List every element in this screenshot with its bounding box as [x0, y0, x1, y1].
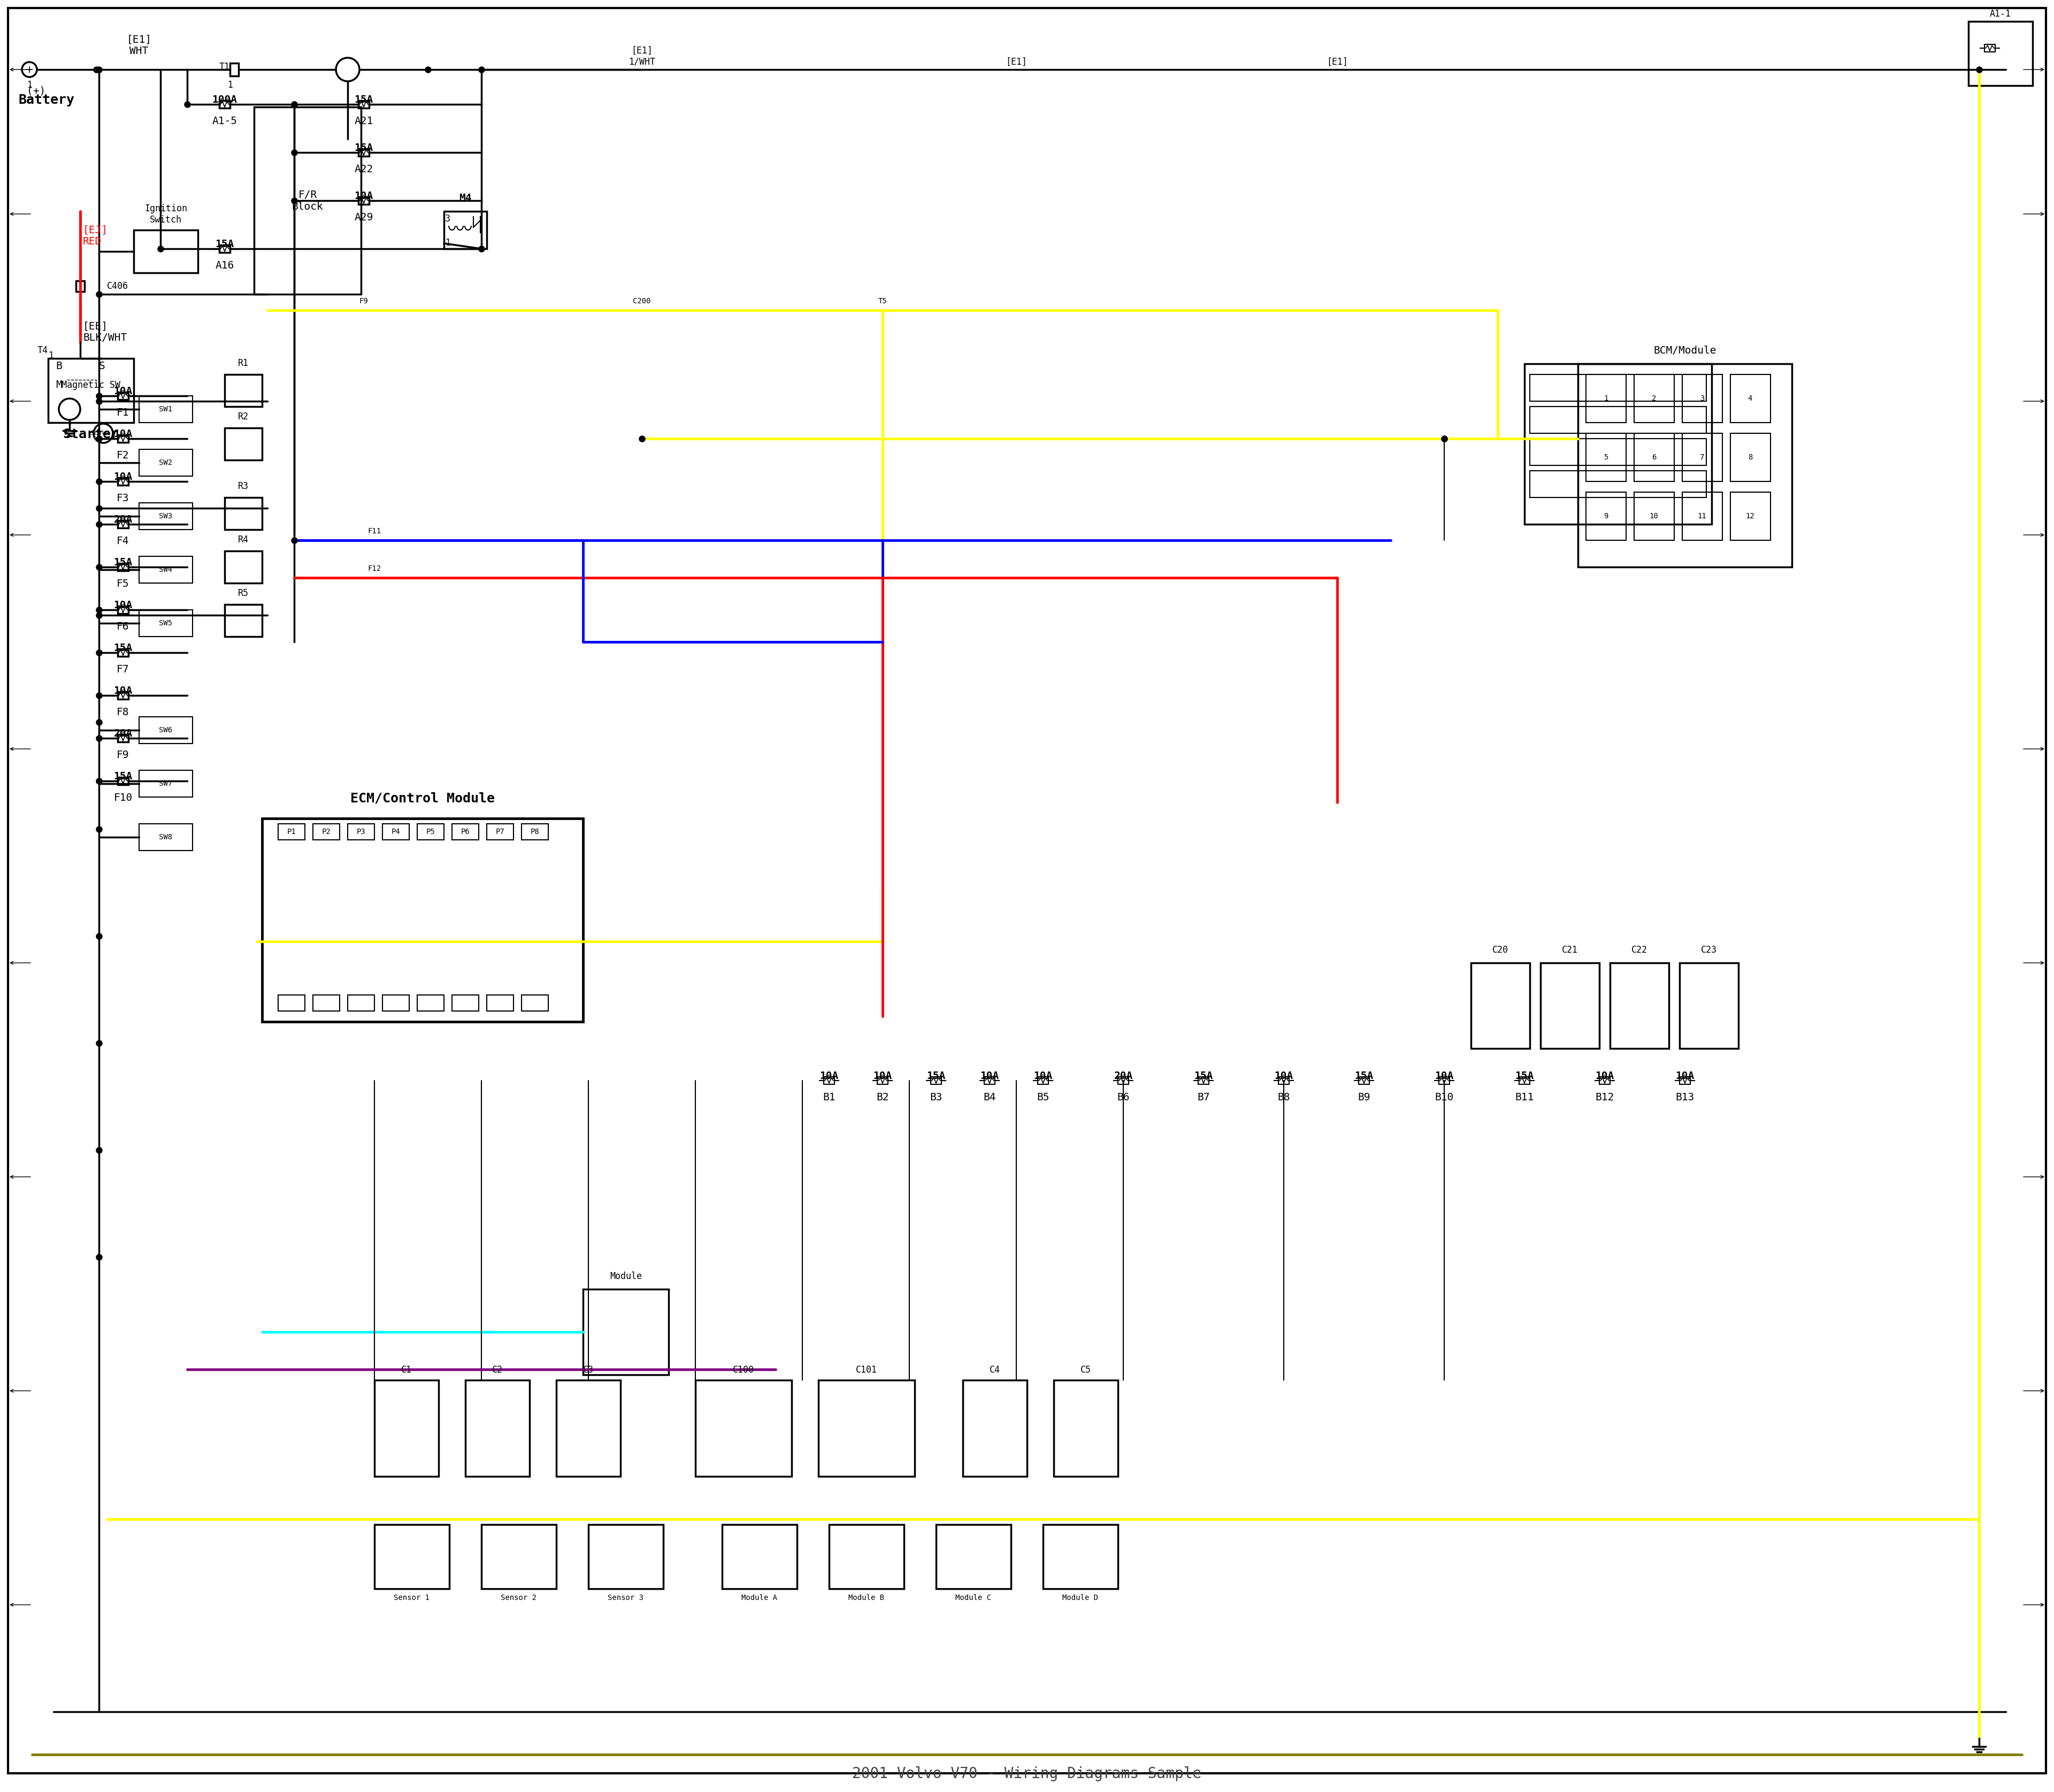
Text: C20: C20 [1493, 944, 1508, 955]
Bar [312, 995, 339, 1011]
Text: 15A: 15A [216, 238, 234, 249]
Text: Module A: Module A [741, 1595, 778, 1602]
Text: 2001 Volvo V70 - Wiring Diagrams Sample: 2001 Volvo V70 - Wiring Diagrams Sample [852, 1767, 1202, 1781]
Text: F5: F5 [117, 579, 129, 590]
Text: [E1]
1/WHT: [E1] 1/WHT [629, 47, 655, 66]
Text: P6: P6 [460, 828, 470, 835]
Text: C3: C3 [583, 1366, 594, 1374]
Text: B2: B2 [877, 1093, 889, 1102]
Bar [277, 995, 304, 1011]
Text: 10A: 10A [980, 1072, 998, 1081]
Text: Module D: Module D [1062, 1595, 1099, 1602]
Text: [E1]: [E1] [1006, 57, 1027, 66]
Bar [930, 1077, 941, 1084]
Text: [E1]: [E1] [1327, 57, 1347, 66]
Text: 10A: 10A [113, 686, 131, 695]
Text: P7: P7 [495, 828, 505, 835]
Bar [140, 396, 193, 423]
Text: B12: B12 [1596, 1093, 1614, 1102]
Text: B10: B10 [1436, 1093, 1454, 1102]
Text: 15A: 15A [1516, 1072, 1534, 1081]
Bar [1530, 407, 1707, 434]
Bar [47, 358, 134, 423]
Bar [1682, 434, 1723, 482]
Bar [1635, 493, 1674, 539]
Bar [140, 609, 193, 636]
Text: 100A: 100A [212, 95, 236, 106]
Bar [1586, 434, 1627, 482]
Text: C1: C1 [401, 1366, 413, 1374]
Bar [1054, 1380, 1117, 1477]
Text: 10: 10 [1649, 513, 1658, 520]
Text: 10A: 10A [1273, 1072, 1294, 1081]
Text: C5: C5 [1080, 1366, 1091, 1374]
Bar [357, 197, 370, 204]
Text: C406: C406 [107, 281, 127, 290]
Text: (+): (+) [27, 86, 45, 95]
Bar [1682, 493, 1723, 539]
Bar [117, 735, 127, 742]
Text: A22: A22 [353, 165, 374, 174]
Bar [134, 229, 197, 272]
Text: 10A: 10A [1676, 1072, 1695, 1081]
Bar [522, 995, 548, 1011]
Text: Module C: Module C [955, 1595, 992, 1602]
Text: 10A: 10A [1596, 1072, 1614, 1081]
Text: R1: R1 [238, 358, 249, 367]
Bar [140, 556, 193, 582]
Bar [1586, 375, 1627, 423]
Bar [357, 149, 370, 156]
Bar [877, 1077, 887, 1084]
Text: B5: B5 [1037, 1093, 1050, 1102]
Bar [224, 498, 263, 530]
Bar [1278, 1077, 1290, 1084]
Text: [EJ]
RED: [EJ] RED [82, 224, 109, 247]
Bar [140, 504, 193, 530]
Text: SW8: SW8 [158, 833, 173, 840]
Bar [1586, 493, 1627, 539]
Text: P5: P5 [425, 828, 435, 835]
Text: 15A: 15A [926, 1072, 945, 1081]
Bar [1037, 1077, 1048, 1084]
Text: 1: 1 [446, 238, 450, 247]
Bar [117, 392, 127, 400]
Bar [452, 824, 479, 840]
Bar [1524, 364, 1711, 525]
Text: R2: R2 [238, 412, 249, 421]
Bar [224, 428, 263, 461]
Bar [1682, 375, 1723, 423]
Bar [817, 1380, 914, 1477]
Bar [220, 246, 230, 253]
Text: F2: F2 [117, 450, 129, 461]
Bar [452, 995, 479, 1011]
Text: 15A: 15A [113, 771, 131, 781]
Text: F9: F9 [117, 751, 129, 760]
Bar [374, 1380, 440, 1477]
Text: 20A: 20A [1113, 1072, 1132, 1081]
Text: C2: C2 [493, 1366, 503, 1374]
Text: 10A: 10A [113, 600, 131, 611]
Bar [117, 563, 127, 572]
Bar [382, 995, 409, 1011]
Text: P4: P4 [392, 828, 401, 835]
Text: B1: B1 [824, 1093, 836, 1102]
Text: Sensor 1: Sensor 1 [394, 1595, 429, 1602]
Bar [117, 520, 127, 529]
Text: 10A: 10A [873, 1072, 891, 1081]
Bar [220, 100, 230, 108]
Text: 15A: 15A [353, 95, 374, 106]
Text: C100: C100 [733, 1366, 754, 1374]
Bar [140, 450, 193, 477]
Bar [140, 717, 193, 744]
Text: SW2: SW2 [158, 459, 173, 466]
Bar [312, 824, 339, 840]
Bar [117, 778, 127, 785]
Text: 10A: 10A [1436, 1072, 1454, 1081]
Bar [1471, 962, 1530, 1048]
Text: SW6: SW6 [158, 726, 173, 735]
Text: A21: A21 [353, 116, 374, 125]
Bar [277, 824, 304, 840]
Bar [487, 824, 514, 840]
Bar [117, 435, 127, 443]
Text: B11: B11 [1516, 1093, 1534, 1102]
